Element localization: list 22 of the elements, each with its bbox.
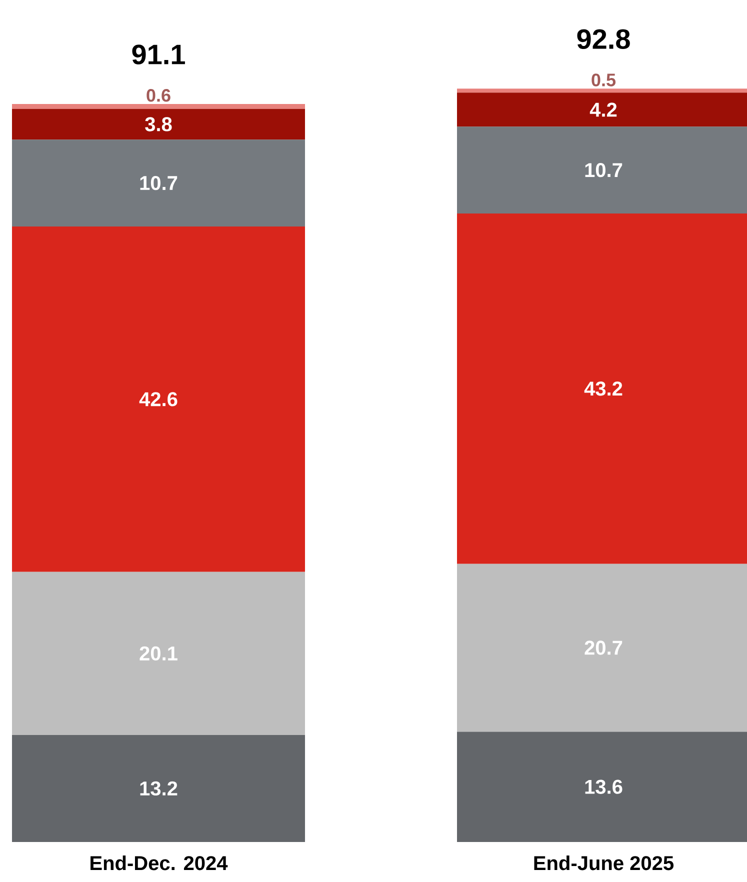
x-tick-label: End-June 2025 bbox=[534, 856, 674, 870]
data-label: 4.2 bbox=[590, 102, 617, 117]
data-label: 0.6 bbox=[146, 89, 170, 102]
data-label: 10.7 bbox=[585, 163, 622, 178]
bar bbox=[12, 104, 305, 109]
data-label: 10.7 bbox=[140, 176, 178, 190]
bar bbox=[12, 734, 305, 842]
data-label: 13.6 bbox=[585, 780, 622, 794]
data-label: 20.1 bbox=[140, 646, 178, 661]
data-label: 0.5 bbox=[592, 74, 616, 86]
bar bbox=[12, 108, 305, 140]
data-label: 42.6 bbox=[139, 392, 178, 406]
data-label: 3.8 bbox=[145, 117, 172, 132]
x-tick-label: End-Dec. 2024 bbox=[90, 856, 228, 870]
data-label: 43.2 bbox=[584, 382, 622, 396]
data-label: 20.7 bbox=[584, 640, 622, 655]
bar bbox=[12, 226, 305, 572]
bar bbox=[12, 140, 305, 226]
bar bbox=[12, 572, 305, 735]
data-label: 13.2 bbox=[140, 781, 178, 796]
total-label: 92.8 bbox=[577, 29, 630, 50]
total-label: 91.1 bbox=[132, 44, 185, 64]
